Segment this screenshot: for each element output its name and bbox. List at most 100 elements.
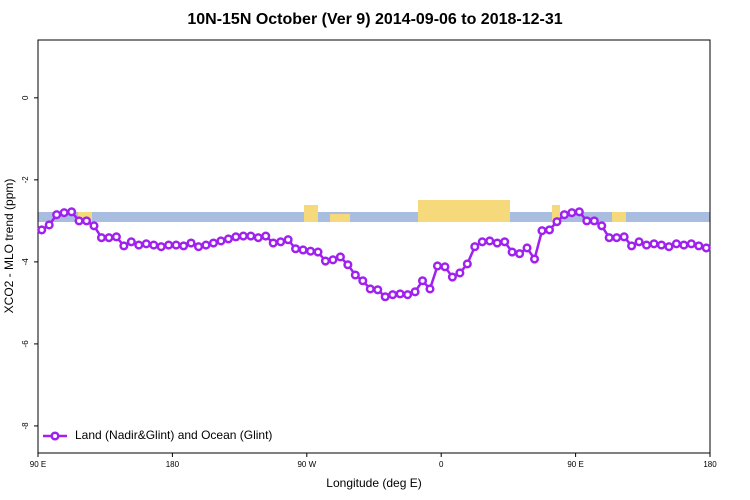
data-point xyxy=(462,259,472,269)
data-point xyxy=(246,231,256,241)
land-patch xyxy=(552,205,560,222)
data-point xyxy=(701,243,711,253)
data-point xyxy=(126,237,136,247)
legend-marker xyxy=(50,431,60,441)
data-point xyxy=(447,272,457,282)
y-tick-label: -6 xyxy=(21,340,30,348)
data-point xyxy=(492,238,502,248)
data-point xyxy=(432,261,443,271)
data-point xyxy=(634,237,644,247)
data-point xyxy=(417,276,428,286)
data-point xyxy=(358,276,368,286)
x-tick-label: 90 E xyxy=(30,460,46,469)
data-point xyxy=(44,220,54,230)
data-point xyxy=(671,239,681,249)
data-point xyxy=(179,241,189,251)
data-point xyxy=(89,221,99,231)
data-point xyxy=(440,262,450,272)
data-point xyxy=(67,207,77,217)
x-tick-label: 180 xyxy=(166,460,180,469)
data-point xyxy=(119,241,129,251)
data-point xyxy=(216,236,226,246)
data-point xyxy=(403,290,413,300)
ocean-strip xyxy=(38,212,710,222)
data-point xyxy=(522,243,532,253)
data-point xyxy=(470,242,480,252)
data-point xyxy=(268,238,278,248)
data-point xyxy=(395,289,405,299)
land-patch xyxy=(330,214,350,222)
data-point xyxy=(649,239,659,249)
data-point xyxy=(485,236,495,246)
data-point xyxy=(425,284,435,294)
data-point xyxy=(134,240,144,250)
data-point xyxy=(335,252,345,262)
y-tick-label: 0 xyxy=(21,95,30,100)
data-point xyxy=(664,242,674,252)
land-patch xyxy=(418,200,510,222)
data-point xyxy=(313,247,323,257)
data-point xyxy=(298,245,308,255)
data-point xyxy=(291,244,301,254)
data-point xyxy=(574,207,584,217)
x-axis-label: Longitude (deg E) xyxy=(326,476,421,490)
land-ocean-strip xyxy=(38,200,710,222)
data-point xyxy=(350,270,360,280)
x-tick-label: 90 E xyxy=(567,460,583,469)
data-point xyxy=(74,216,84,226)
data-point xyxy=(604,233,614,243)
data-point xyxy=(529,254,540,264)
data-point xyxy=(544,225,555,235)
data-point xyxy=(627,241,637,251)
data-point xyxy=(96,233,107,243)
data-point xyxy=(641,240,652,250)
data-point xyxy=(500,237,510,247)
data-point xyxy=(343,260,353,270)
data-point xyxy=(612,233,622,243)
land-patch xyxy=(304,205,318,222)
data-point xyxy=(373,285,383,295)
data-point xyxy=(231,232,241,242)
y-tick-label: -2 xyxy=(21,176,30,184)
data-point xyxy=(589,216,599,226)
data-point xyxy=(552,217,562,227)
data-point xyxy=(559,210,569,220)
data-point xyxy=(283,235,293,245)
data-point xyxy=(141,239,151,249)
data-point xyxy=(567,208,577,218)
data-point xyxy=(276,237,286,247)
x-tick-label: 0 xyxy=(439,460,444,469)
data-point xyxy=(37,225,47,235)
data-point xyxy=(52,210,62,220)
data-point xyxy=(537,226,547,236)
data-point xyxy=(320,256,331,266)
data-point xyxy=(171,240,181,250)
y-tick-label: -8 xyxy=(21,422,30,430)
data-point xyxy=(515,249,525,259)
data-point xyxy=(619,232,629,242)
data-point xyxy=(365,284,375,294)
data-point xyxy=(186,238,196,248)
data-point xyxy=(380,292,390,302)
y-tick-label: -4 xyxy=(21,258,30,266)
x-tick-label: 180 xyxy=(703,460,717,469)
data-point xyxy=(694,241,704,251)
data-point xyxy=(253,233,263,243)
data-line xyxy=(41,210,707,299)
data-point xyxy=(111,232,121,242)
data-point xyxy=(455,268,465,278)
data-point xyxy=(201,240,211,250)
data-point xyxy=(238,231,248,241)
data-point xyxy=(597,221,607,231)
data-point xyxy=(477,237,487,247)
data-point xyxy=(223,234,233,244)
land-patch xyxy=(612,212,626,222)
data-point xyxy=(410,287,420,297)
data-point xyxy=(59,208,69,218)
data-point xyxy=(149,240,159,250)
data-point xyxy=(656,240,667,250)
data-point xyxy=(305,246,316,256)
y-axis-label: XCO2 - MLO trend (ppm) xyxy=(2,179,16,314)
data-point xyxy=(104,233,114,243)
